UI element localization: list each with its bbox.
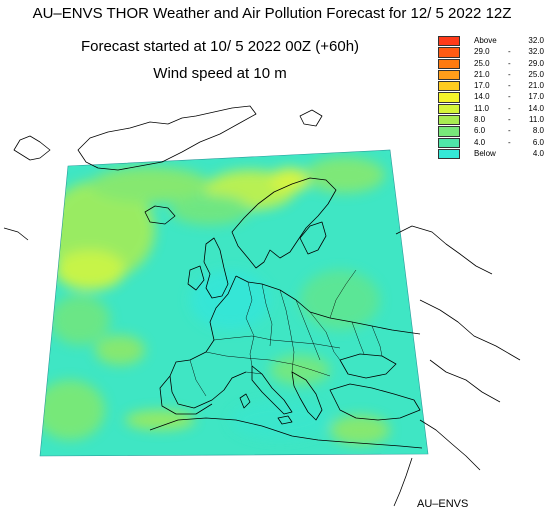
legend-swatch	[438, 69, 460, 81]
legend-swatch	[438, 148, 460, 160]
legend-sep: -	[508, 92, 511, 102]
legend-swatch	[438, 36, 460, 47]
legend-row: Above 32.0	[438, 36, 544, 47]
legend-high: 17.0	[528, 92, 544, 102]
legend-sep: -	[508, 58, 511, 68]
legend-low: 4.0	[474, 137, 486, 147]
map-title: AU–ENVS THOR Weather and Air Pollution F…	[32, 5, 512, 22]
legend-low: 29.0	[474, 47, 490, 57]
legend-row: 25.0 - 29.0	[438, 58, 544, 70]
legend-sep: -	[508, 137, 511, 147]
legend-sep: -	[508, 115, 511, 125]
legend-low: 8.0	[474, 115, 486, 125]
legend-row: 14.0 - 17.0	[438, 92, 544, 103]
legend-swatch	[438, 92, 460, 103]
legend-high: 25.0	[528, 69, 544, 79]
legend-row: 4.0 - 6.0	[438, 137, 544, 149]
legend-low: Above	[474, 36, 497, 45]
legend-low: Below	[474, 148, 496, 158]
legend-sep: -	[508, 47, 511, 57]
legend-low: 21.0	[474, 69, 490, 79]
legend-high: 32.0	[528, 47, 544, 57]
coastlines	[3, 105, 521, 507]
legend-high: 14.0	[528, 103, 544, 113]
country-borders	[189, 269, 383, 397]
legend-swatch	[438, 126, 460, 137]
legend-high: 11.0	[529, 115, 544, 125]
wind-speed-field	[40, 150, 428, 456]
legend-swatch	[438, 103, 460, 115]
variable-name: Wind speed at 10 m	[153, 65, 287, 82]
legend-high: 4.0	[532, 148, 544, 158]
legend-swatch	[438, 58, 460, 69]
legend-low: 25.0	[474, 58, 490, 68]
legend-row: 6.0 - 8.0	[438, 126, 544, 137]
credit-label: AU–ENVS	[417, 498, 469, 510]
legend-high: 8.0	[532, 126, 544, 136]
legend: Above 32.0 29.0-32.0 25.0-29.0 21.0-25.0 17.0…	[438, 36, 544, 160]
forecast-start: Forecast started at 10/ 5 2022 00Z (+60h…	[80, 38, 360, 55]
legend-sep: -	[508, 103, 511, 113]
legend-swatch	[438, 115, 460, 126]
legend-low: 6.0	[474, 126, 486, 136]
legend-high: 29.0	[528, 58, 544, 68]
legend-swatch	[438, 137, 460, 148]
legend-low: 14.0	[474, 92, 490, 102]
legend-sep: -	[508, 126, 511, 136]
legend-row: 8.0 - 11.0	[438, 115, 544, 126]
legend-row: 21.0 - 25.0	[438, 69, 544, 81]
legend-row: 17.0 - 21.0	[438, 81, 544, 92]
domain-outline	[39, 149, 429, 457]
legend-row: Below 4.0	[438, 148, 544, 160]
legend-swatch	[438, 47, 460, 58]
legend-swatch	[438, 81, 460, 92]
legend-row: 29.0 - 32.0	[438, 47, 544, 58]
legend-sep: -	[508, 81, 511, 91]
legend-low: 17.0	[474, 81, 490, 91]
legend-high: 6.0	[532, 137, 544, 147]
legend-high: 32.0	[528, 36, 544, 45]
legend-high: 21.0	[528, 81, 544, 91]
legend-sep: -	[508, 69, 511, 79]
legend-row: 11.0 - 14.0	[438, 103, 544, 115]
legend-low: 11.0	[474, 103, 489, 113]
